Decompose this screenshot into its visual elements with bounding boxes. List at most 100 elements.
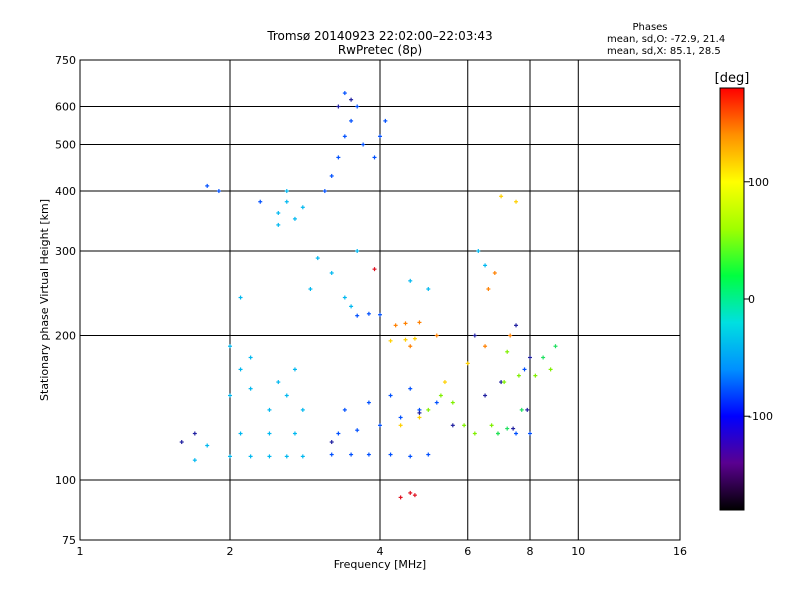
data-point xyxy=(426,407,431,412)
data-point xyxy=(408,344,413,349)
data-point xyxy=(553,344,558,349)
x-tick-label: 1 xyxy=(77,545,84,558)
data-point xyxy=(355,313,360,318)
data-point xyxy=(505,426,510,431)
data-point xyxy=(528,431,532,436)
data-point xyxy=(284,189,289,194)
data-point xyxy=(516,373,521,378)
data-point xyxy=(403,337,408,342)
data-point xyxy=(238,295,243,300)
data-point xyxy=(355,428,360,433)
data-point xyxy=(472,431,477,436)
data-point xyxy=(228,454,232,459)
data-point xyxy=(228,393,232,398)
data-point xyxy=(300,407,305,412)
data-point xyxy=(450,400,455,405)
data-point xyxy=(408,278,413,283)
data-point xyxy=(238,431,243,436)
data-point xyxy=(408,490,413,495)
data-point xyxy=(292,431,297,436)
plot-frame xyxy=(79,59,681,541)
data-point xyxy=(502,380,507,385)
colorbar-tick-label: 100 xyxy=(748,176,769,189)
data-point xyxy=(192,431,197,436)
data-point xyxy=(508,333,513,338)
data-point xyxy=(417,410,422,415)
data-point xyxy=(499,194,504,199)
data-point xyxy=(514,431,519,436)
phase-info-heading: Phases xyxy=(632,22,667,33)
x-tick-label: 16 xyxy=(673,545,687,558)
data-point xyxy=(408,386,413,391)
chart-title: Tromsø 20140923 22:02:00–22:03:43 xyxy=(266,29,492,43)
data-point xyxy=(336,104,341,109)
data-point xyxy=(355,104,360,109)
data-point xyxy=(525,407,530,412)
data-point xyxy=(276,222,281,227)
data-point xyxy=(276,211,281,216)
y-tick-label: 500 xyxy=(55,139,76,152)
data-point xyxy=(533,373,538,378)
data-point xyxy=(342,134,347,139)
data-point xyxy=(248,454,253,459)
data-point xyxy=(434,333,439,338)
data-point xyxy=(267,454,272,459)
data-point xyxy=(465,361,470,366)
data-point xyxy=(315,256,320,261)
data-point xyxy=(442,380,447,385)
data-point xyxy=(378,134,382,139)
data-point xyxy=(489,423,494,428)
data-point xyxy=(408,454,413,459)
x-tick-label: 10 xyxy=(571,545,585,558)
y-tick-label: 600 xyxy=(55,101,76,114)
data-point xyxy=(388,452,393,457)
x-tick-label: 8 xyxy=(527,545,534,558)
y-axis-ticks: 75 100 200 300 400 500 600 750 xyxy=(55,54,76,547)
data-point xyxy=(248,386,253,391)
x-axis-ticks: 1 2 4 6 8 10 16 xyxy=(77,545,688,558)
data-point xyxy=(505,349,510,354)
data-point xyxy=(412,336,417,341)
data-point xyxy=(519,407,524,412)
data-point xyxy=(355,249,360,254)
data-point xyxy=(372,155,377,160)
y-tick-label: 750 xyxy=(55,54,76,67)
data-point xyxy=(483,263,488,268)
data-point xyxy=(492,270,497,275)
data-point xyxy=(462,423,467,428)
data-point xyxy=(388,393,393,398)
data-point xyxy=(205,443,210,448)
data-point xyxy=(216,189,221,194)
data-point xyxy=(276,380,281,385)
data-point xyxy=(258,199,263,204)
colorbar-tick-label: -100 xyxy=(748,410,773,423)
data-point xyxy=(284,393,289,398)
data-point xyxy=(495,431,500,436)
data-point xyxy=(393,323,398,328)
y-tick-label: 100 xyxy=(55,474,76,487)
data-point xyxy=(548,367,553,372)
data-point xyxy=(398,415,403,420)
data-point xyxy=(192,458,197,463)
data-point xyxy=(450,423,455,428)
data-point xyxy=(434,400,439,405)
data-point xyxy=(483,393,488,398)
x-tick-label: 2 xyxy=(227,545,234,558)
data-point xyxy=(284,199,289,204)
y-tick-label: 75 xyxy=(62,534,76,547)
x-tick-label: 4 xyxy=(377,545,384,558)
data-point xyxy=(329,270,334,275)
data-point xyxy=(308,287,313,292)
data-point xyxy=(248,355,253,360)
data-point xyxy=(398,423,403,428)
data-point xyxy=(486,287,491,292)
y-tick-label: 300 xyxy=(55,245,76,258)
data-point xyxy=(300,205,305,210)
data-point xyxy=(514,199,519,204)
data-point xyxy=(322,189,327,194)
data-point xyxy=(522,367,527,372)
data-point xyxy=(329,452,334,457)
data-point xyxy=(292,216,297,221)
data-point xyxy=(300,454,305,459)
